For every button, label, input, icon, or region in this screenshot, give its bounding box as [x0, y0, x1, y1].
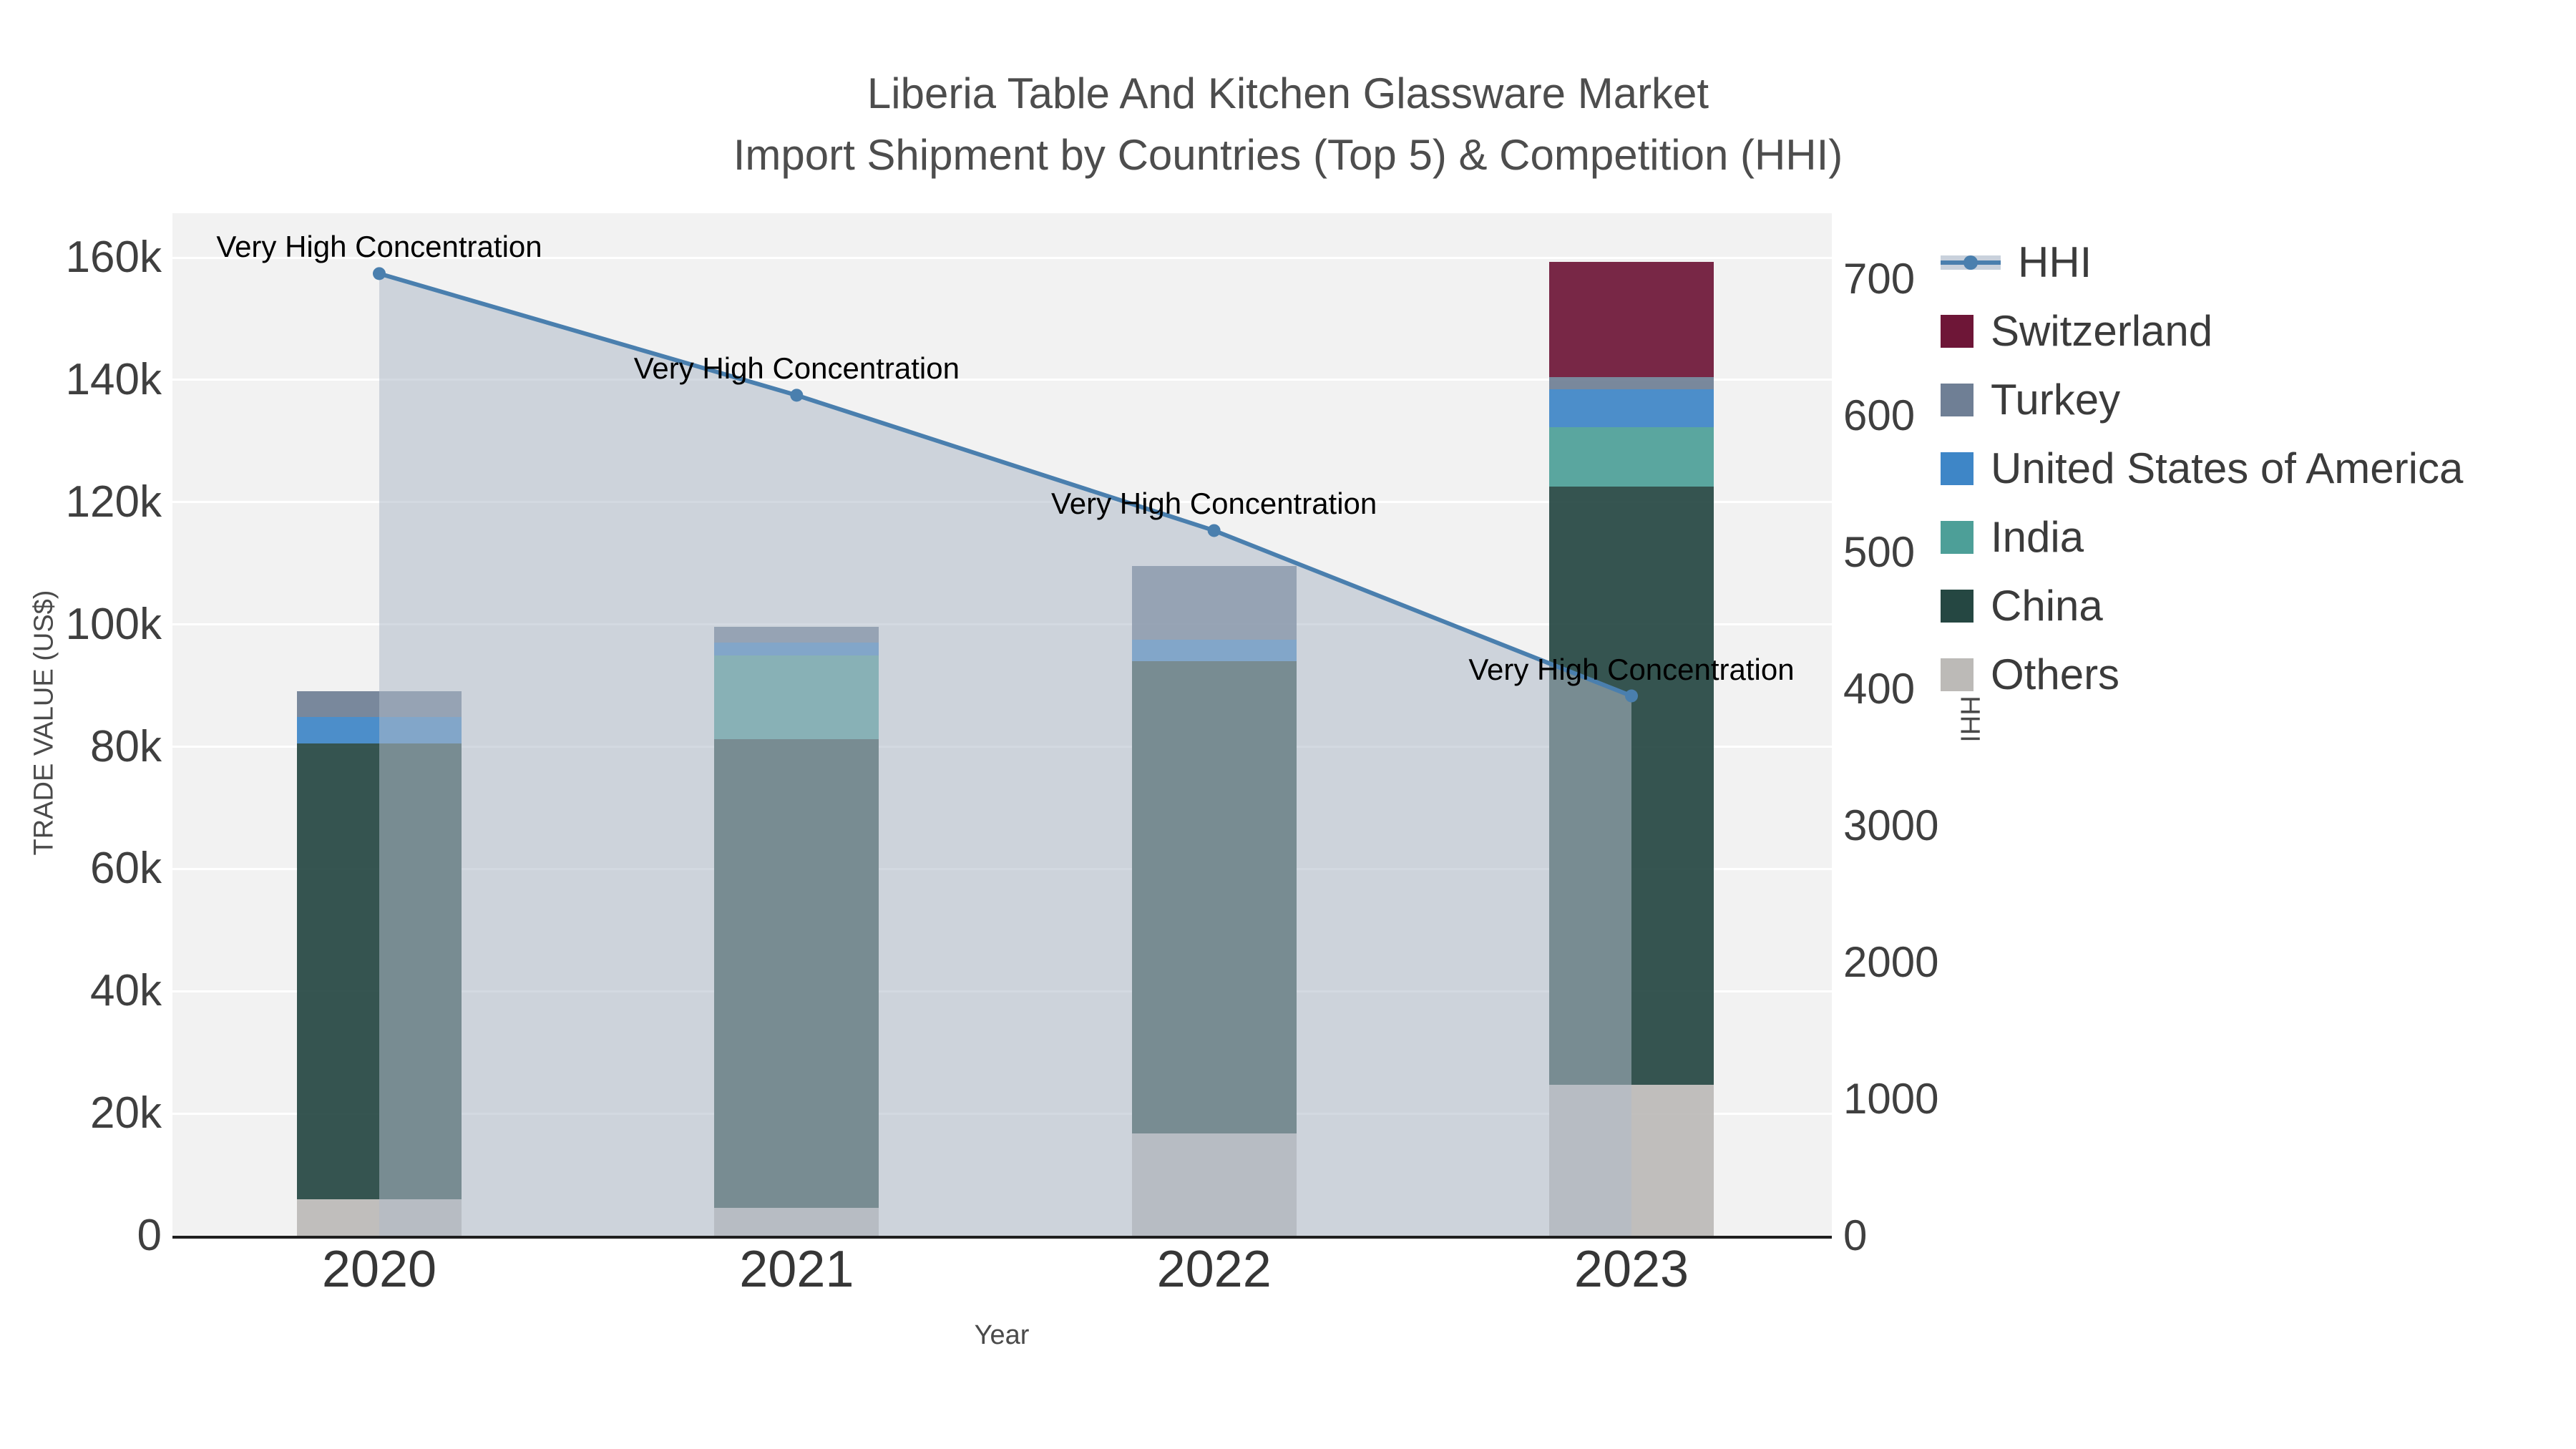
y-left-tick-0: 0 — [137, 1211, 162, 1260]
legend-swatch-india — [1941, 521, 1974, 554]
chart-title-line2: Import Shipment by Countries (Top 5) & C… — [733, 131, 1843, 179]
bar-2023-india[interactable] — [1548, 426, 1714, 487]
legend-swatch-switzerland — [1941, 315, 1974, 348]
legend-item-united-states-of-america[interactable]: United States of America — [1941, 434, 2463, 503]
x-tick-2021: 2021 — [739, 1241, 854, 1298]
bar-2023-united-states-of-america[interactable] — [1548, 389, 1714, 427]
legend-item-turkey[interactable]: Turkey — [1941, 366, 2463, 434]
annotation-2022: Very High Concentration — [1051, 487, 1377, 521]
bar-2023-switzerland[interactable] — [1548, 261, 1714, 378]
bar-2021-united-states-of-america[interactable] — [714, 643, 879, 656]
legend-label-turkey: Turkey — [1991, 376, 2121, 424]
y-left-tick-80k: 80k — [90, 721, 162, 771]
chart-title: Liberia Table And Kitchen Glassware Mark… — [0, 63, 2576, 186]
bar-2021-india[interactable] — [714, 655, 879, 740]
y-axis-title-left: TRADE VALUE (US$) — [29, 590, 59, 856]
legend-item-switzerland[interactable]: Switzerland — [1941, 297, 2463, 366]
y-left-tick-100k: 100k — [65, 599, 162, 649]
legend-item-india[interactable]: India — [1941, 503, 2463, 572]
x-axis-title: Year — [974, 1320, 1030, 1350]
legend-item-hhi[interactable]: HHI — [1941, 228, 2463, 297]
bar-2021-turkey[interactable] — [714, 627, 879, 643]
y-right-tick-600: 600 — [1843, 391, 1916, 439]
annotation-2020: Very High Concentration — [216, 230, 542, 264]
bar-2022-china[interactable] — [1131, 660, 1297, 1134]
bar-2023-china[interactable] — [1548, 486, 1714, 1085]
x-tick-2020: 2020 — [321, 1241, 437, 1298]
annotation-2023: Very High Concentration — [1468, 652, 1795, 686]
legend-label-china: China — [1991, 582, 2103, 630]
y-left-tick-40k: 40k — [90, 966, 162, 1016]
gridline-160k — [172, 256, 1832, 259]
y-right-tick-1000: 1000 — [1843, 1075, 1939, 1123]
x-tick-2023: 2023 — [1574, 1241, 1689, 1298]
legend-swatch-united-states-of-america — [1941, 452, 1974, 485]
legend-label-switzerland: Switzerland — [1991, 307, 2213, 355]
y-right-tick-3000: 3000 — [1843, 801, 1939, 849]
bar-2023-others[interactable] — [1548, 1084, 1714, 1236]
x-tick-2022: 2022 — [1156, 1241, 1272, 1298]
chart-title-line1: Liberia Table And Kitchen Glassware Mark… — [867, 69, 1709, 117]
bar-2021-others[interactable] — [714, 1207, 879, 1236]
y-right-tick-0: 0 — [1843, 1211, 1868, 1259]
legend-item-others[interactable]: Others — [1941, 640, 2463, 709]
legend-hhi-line-symbol — [1941, 246, 2001, 279]
y-left-tick-140k: 140k — [65, 354, 162, 404]
legend-swatch-china — [1941, 590, 1974, 623]
legend-label-hhi: HHI — [2018, 238, 2092, 286]
annotation-2021: Very High Concentration — [633, 351, 960, 386]
y-right-tick-400: 400 — [1843, 665, 1916, 713]
legend-item-china[interactable]: China — [1941, 572, 2463, 640]
y-left-tick-120k: 120k — [65, 477, 162, 527]
bar-2020-others[interactable] — [297, 1199, 462, 1236]
bar-2020-china[interactable] — [297, 743, 462, 1199]
bar-2022-turkey[interactable] — [1131, 566, 1297, 640]
y-right-tick-2000: 2000 — [1843, 938, 1939, 986]
y-left-tick-60k: 60k — [90, 844, 162, 894]
legend-swatch-turkey — [1941, 384, 1974, 416]
bar-2021-china[interactable] — [714, 739, 879, 1208]
y-right-tick-500: 500 — [1843, 528, 1916, 576]
y-left-tick-160k: 160k — [65, 233, 162, 282]
y-right-tick-700: 700 — [1843, 255, 1916, 303]
y-left-tick-20k: 20k — [90, 1088, 162, 1138]
bar-2020-united-states-of-america[interactable] — [297, 716, 462, 744]
legend: HHI Switzerland Turkey United States of Ame… — [1941, 228, 2463, 709]
bar-2023-turkey[interactable] — [1548, 377, 1714, 389]
bar-2022-united-states-of-america[interactable] — [1131, 639, 1297, 661]
legend-label-india: India — [1991, 513, 2084, 561]
legend-label-united-states-of-america: United States of America — [1991, 444, 2464, 492]
bar-2020-turkey[interactable] — [297, 691, 462, 717]
bar-2022-others[interactable] — [1131, 1133, 1297, 1236]
legend-label-others: Others — [1991, 650, 2120, 698]
legend-swatch-others — [1941, 658, 1974, 691]
